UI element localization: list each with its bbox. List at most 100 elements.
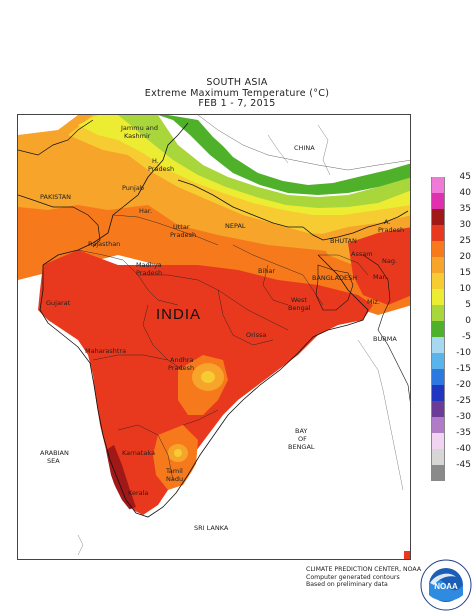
legend-item: 25	[431, 236, 471, 257]
map-canvas: Jammu and Kashmir H. Pradesh Punjab Har.…	[18, 115, 410, 559]
label-rajasthan: Rajasthan	[88, 240, 120, 248]
label-himachal-2: Pradesh	[148, 165, 174, 173]
legend-item: -10	[431, 348, 471, 369]
china-border	[197, 115, 410, 171]
burma-border	[362, 254, 410, 403]
legend-label: -10	[456, 348, 471, 358]
credits-line-3: Based on preliminary data	[306, 581, 388, 588]
label-west-bengal-1: West	[291, 296, 307, 304]
legend-item: 35	[431, 204, 471, 225]
legend-item: 30	[431, 220, 471, 241]
legend-label: -40	[456, 444, 471, 454]
legend-swatch	[431, 449, 445, 465]
legend-item: 10	[431, 284, 471, 305]
label-mizoram: Miz.	[367, 298, 380, 306]
label-jammu: Jammu and	[120, 124, 158, 132]
label-kashmir: Kashmir	[124, 132, 151, 140]
legend-label: -15	[456, 364, 471, 374]
legend-item: -25	[431, 396, 471, 417]
label-himachal-1: H.	[152, 157, 159, 165]
title-region: SOUTH ASIA	[206, 77, 268, 88]
label-west-bengal-2: Bengal	[288, 304, 311, 312]
legend-item: 40	[431, 188, 471, 209]
label-arabian-1: ARABIAN	[40, 449, 69, 457]
label-kerala: Kerala	[128, 489, 148, 497]
label-manipur: Man.	[373, 273, 389, 281]
outside-area-north	[168, 115, 410, 177]
label-nagaland: Nag.	[382, 257, 397, 265]
legend-swatch	[431, 193, 445, 209]
legend-swatch	[431, 401, 445, 417]
credits-line-2: Computer generated contours	[306, 573, 400, 581]
label-assam: Assam	[351, 250, 373, 258]
zone-15-20-south-core	[174, 449, 182, 457]
legend-label: -35	[456, 428, 471, 438]
label-bihar: Bihar	[258, 267, 275, 275]
label-karnataka: Karnataka	[122, 449, 155, 457]
temperature-legend: 45 40 35 30 25 20 15 10 5 0 -5 -10 -15 -20 -25 -30 -35 -4…	[431, 172, 471, 481]
legend-swatch	[431, 257, 445, 273]
label-nepal: NEPAL	[225, 222, 246, 230]
pakistan-border	[18, 119, 101, 248]
title-dates: FEB 1 - 7, 2015	[198, 98, 276, 109]
bangladesh-border	[315, 264, 354, 311]
legend-label: 10	[459, 284, 471, 294]
legend-item: -40	[431, 444, 471, 465]
legend-item: -5	[431, 332, 471, 353]
label-maharashtra: Maharashtra	[85, 347, 126, 355]
legend-label: 35	[459, 204, 471, 214]
label-andhra-1: Andhra	[170, 356, 193, 364]
label-india: INDIA	[156, 306, 201, 323]
ocean-east	[190, 333, 410, 559]
legend-item: -35	[431, 428, 471, 449]
label-madhya-1: Madhya	[136, 261, 162, 269]
label-tamil-1: Tamil	[165, 467, 183, 475]
noaa-logo-text: NOAA	[434, 582, 458, 591]
label-bay-1: BAY	[295, 427, 307, 435]
label-madhya-2: Pradesh	[136, 269, 162, 277]
label-punjab: Punjab	[122, 184, 144, 192]
ocean-west	[18, 315, 223, 559]
label-tamil-2: Nadu	[166, 475, 183, 483]
legend-label: 5	[465, 300, 471, 310]
legend-label: 15	[459, 268, 471, 278]
ocean-south	[18, 555, 410, 559]
label-bhutan: BHUTAN	[330, 237, 357, 245]
corner-patch	[404, 551, 410, 559]
state-borders	[77, 214, 369, 481]
legend-item: -20	[431, 380, 471, 401]
label-orissa: Orissa	[246, 331, 266, 339]
legend-label: -25	[456, 396, 471, 406]
legend-swatch	[431, 209, 445, 225]
legend-label: -30	[456, 412, 471, 422]
legend-swatch	[431, 241, 445, 257]
legend-label: 0	[465, 316, 471, 326]
legend-item: -45	[431, 460, 471, 481]
legend-swatch	[431, 417, 445, 433]
credits-line-1: CLIMATE PREDICTION CENTER, NOAA	[306, 566, 422, 573]
label-burma: BURMA	[373, 335, 397, 343]
label-srilanka: SRI LANKA	[194, 524, 229, 532]
legend-swatch	[431, 353, 445, 369]
legend-swatch	[431, 273, 445, 289]
legend-label: 25	[459, 236, 471, 246]
legend-swatch	[431, 177, 445, 193]
legend-swatch	[431, 385, 445, 401]
label-uttar-2: Pradesh	[170, 231, 196, 239]
legend-item: -15	[431, 364, 471, 385]
label-arunachal-2: Pradesh	[378, 226, 404, 234]
map-title: SOUTH ASIA Extreme Maximum Temperature (…	[0, 77, 474, 110]
label-gujarat: Gujarat	[46, 299, 71, 307]
legend-label: -20	[456, 380, 471, 390]
legend-swatch	[431, 337, 445, 353]
label-bangladesh: BANGLADESH	[312, 274, 357, 282]
coastline-detail	[77, 124, 404, 556]
label-pakistan: PAKISTAN	[40, 193, 71, 201]
zone-0-5	[158, 115, 410, 195]
label-bay-3: BENGAL	[288, 443, 315, 451]
legend-label: -5	[462, 332, 471, 342]
temperature-map: Jammu and Kashmir H. Pradesh Punjab Har.…	[17, 114, 411, 560]
legend-swatch	[431, 225, 445, 241]
label-china: CHINA	[294, 144, 315, 152]
legend-item: -30	[431, 412, 471, 433]
